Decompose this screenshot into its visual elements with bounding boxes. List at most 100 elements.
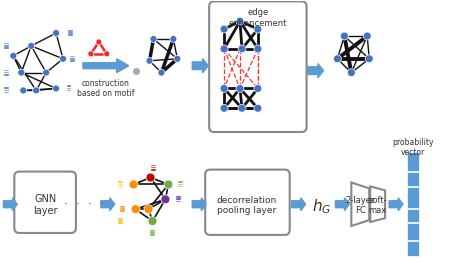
Circle shape (148, 217, 157, 226)
Circle shape (18, 69, 25, 76)
Circle shape (10, 52, 17, 59)
FancyBboxPatch shape (150, 230, 155, 232)
FancyBboxPatch shape (178, 184, 183, 185)
Circle shape (150, 36, 157, 42)
Circle shape (238, 45, 246, 53)
Circle shape (220, 85, 228, 92)
FancyBboxPatch shape (118, 220, 123, 222)
Text: decorrelation
pooling layer: decorrelation pooling layer (217, 196, 277, 215)
Text: edge
enhancement: edge enhancement (228, 8, 287, 28)
FancyBboxPatch shape (118, 222, 123, 224)
FancyBboxPatch shape (71, 56, 75, 57)
FancyBboxPatch shape (69, 34, 73, 36)
Text: soft-
max: soft- max (368, 196, 387, 215)
Text: $h_G$: $h_G$ (312, 197, 331, 215)
Bar (407, 241, 419, 256)
Polygon shape (101, 198, 115, 211)
FancyBboxPatch shape (178, 186, 183, 187)
Circle shape (53, 85, 60, 92)
Circle shape (220, 25, 228, 33)
Circle shape (28, 42, 35, 49)
Circle shape (164, 180, 173, 189)
FancyBboxPatch shape (4, 92, 9, 93)
Circle shape (174, 55, 181, 62)
Circle shape (236, 17, 244, 25)
FancyBboxPatch shape (151, 167, 156, 168)
Circle shape (254, 104, 262, 112)
FancyBboxPatch shape (4, 47, 9, 49)
FancyBboxPatch shape (178, 181, 183, 183)
FancyBboxPatch shape (205, 170, 290, 235)
Text: ·  ·  ·  ·: · · · · (64, 198, 104, 211)
Polygon shape (389, 198, 403, 211)
FancyBboxPatch shape (4, 87, 9, 89)
Circle shape (254, 85, 262, 92)
Circle shape (254, 45, 262, 53)
Circle shape (144, 205, 153, 214)
Bar (407, 171, 419, 187)
Text: 2-layer
FC: 2-layer FC (346, 196, 375, 215)
Circle shape (238, 104, 246, 112)
Polygon shape (336, 198, 349, 211)
FancyBboxPatch shape (4, 90, 9, 91)
Polygon shape (83, 59, 128, 73)
FancyBboxPatch shape (4, 43, 9, 45)
FancyBboxPatch shape (4, 70, 9, 71)
FancyBboxPatch shape (4, 45, 9, 47)
Bar (407, 187, 419, 208)
FancyBboxPatch shape (118, 186, 123, 187)
Polygon shape (192, 198, 206, 211)
Circle shape (254, 25, 262, 33)
Circle shape (347, 69, 356, 77)
FancyBboxPatch shape (71, 58, 75, 60)
FancyBboxPatch shape (176, 198, 181, 200)
FancyBboxPatch shape (209, 1, 307, 132)
Circle shape (131, 205, 140, 214)
Circle shape (146, 173, 155, 182)
Circle shape (340, 32, 348, 40)
Polygon shape (308, 64, 323, 78)
FancyBboxPatch shape (14, 171, 76, 233)
Bar (407, 223, 419, 240)
Circle shape (53, 30, 60, 37)
Circle shape (158, 69, 165, 76)
FancyBboxPatch shape (71, 60, 75, 62)
FancyBboxPatch shape (66, 85, 72, 87)
Polygon shape (192, 59, 208, 73)
FancyBboxPatch shape (176, 196, 181, 198)
FancyBboxPatch shape (69, 32, 73, 34)
Bar (407, 209, 419, 222)
FancyBboxPatch shape (69, 30, 73, 32)
Circle shape (129, 180, 138, 189)
Text: GNN
layer: GNN layer (33, 195, 57, 216)
Circle shape (220, 45, 228, 53)
FancyBboxPatch shape (120, 206, 125, 208)
Circle shape (236, 85, 244, 92)
FancyBboxPatch shape (176, 201, 181, 202)
Bar (407, 152, 419, 171)
FancyBboxPatch shape (118, 184, 123, 185)
Circle shape (60, 55, 66, 62)
Polygon shape (351, 183, 369, 226)
FancyBboxPatch shape (118, 181, 123, 183)
Circle shape (33, 87, 40, 94)
Circle shape (43, 69, 50, 76)
Text: construction
based on motif: construction based on motif (77, 78, 135, 98)
FancyBboxPatch shape (151, 165, 156, 166)
Circle shape (88, 51, 94, 57)
Circle shape (333, 55, 341, 63)
FancyBboxPatch shape (150, 234, 155, 236)
FancyBboxPatch shape (150, 232, 155, 234)
Circle shape (146, 57, 153, 64)
Circle shape (170, 36, 177, 42)
FancyBboxPatch shape (4, 72, 9, 73)
Circle shape (20, 87, 27, 94)
FancyBboxPatch shape (120, 208, 125, 210)
Circle shape (363, 32, 371, 40)
FancyBboxPatch shape (66, 90, 72, 91)
FancyBboxPatch shape (118, 218, 123, 220)
Circle shape (161, 195, 170, 204)
Polygon shape (3, 198, 17, 211)
FancyBboxPatch shape (151, 169, 156, 171)
Polygon shape (292, 198, 306, 211)
